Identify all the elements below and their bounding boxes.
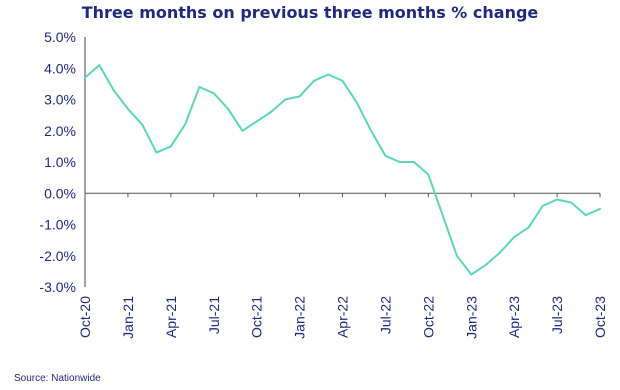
y-tick-label: 2.0% [44, 123, 76, 139]
x-tick-label: Jan-22 [292, 296, 308, 339]
y-tick-label: 1.0% [44, 154, 76, 170]
y-tick-label: 0.0% [44, 185, 76, 201]
x-tick-label: Jan-21 [120, 296, 136, 339]
y-tick-label: 4.0% [44, 60, 76, 76]
y-tick-label: 5.0% [44, 29, 76, 45]
x-tick-label: Oct-23 [592, 296, 608, 338]
y-tick-label: -2.0% [39, 248, 76, 264]
y-tick-label: 3.0% [44, 92, 76, 108]
source-note: Source: Nationwide [14, 373, 101, 384]
x-tick-label: Jul-22 [377, 296, 393, 334]
x-tick-label: Oct-22 [420, 296, 436, 338]
x-tick-label: Jan-23 [463, 296, 479, 339]
x-tick-label: Oct-21 [249, 296, 265, 338]
x-tick-label: Jul-23 [549, 296, 565, 334]
y-tick-label: -3.0% [39, 279, 76, 295]
y-tick-label: -1.0% [39, 217, 76, 233]
x-tick-label: Jul-21 [206, 296, 222, 334]
series-line [84, 64, 601, 276]
x-tick-label: Apr-23 [506, 296, 522, 338]
x-tick-label: Oct-20 [77, 296, 93, 338]
chart-title: Three months on previous three months % … [81, 3, 539, 22]
x-tick-label: Apr-22 [335, 296, 351, 338]
x-tick-label: Apr-21 [163, 296, 179, 338]
